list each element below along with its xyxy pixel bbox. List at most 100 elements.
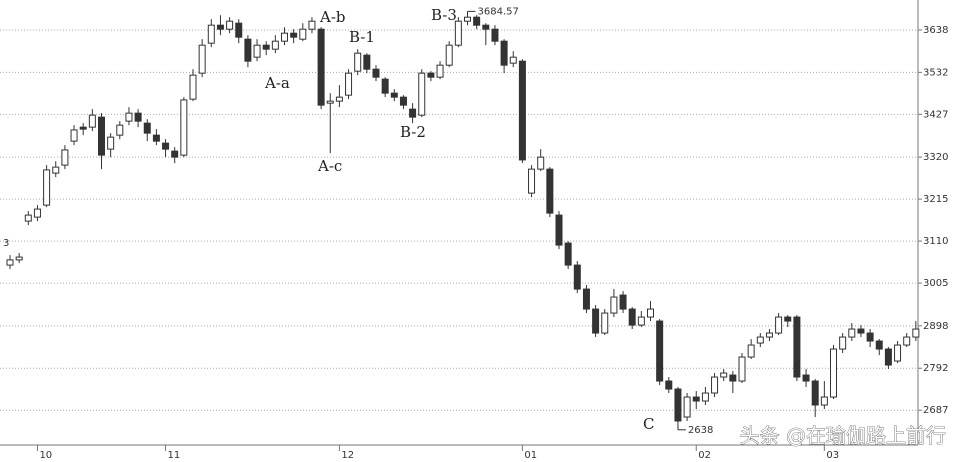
candle-body	[619, 294, 627, 310]
annotation: A-b	[319, 8, 346, 26]
x-tick-label: 10	[39, 450, 52, 461]
candle-body	[509, 56, 517, 64]
candle-body	[601, 312, 609, 334]
annotation: A-a	[264, 74, 290, 92]
candle-body	[765, 332, 773, 338]
candle-body	[839, 336, 847, 350]
candle-body	[491, 28, 499, 42]
x-tick-label: 12	[341, 450, 354, 461]
candle-body	[326, 100, 334, 104]
candle-body	[564, 242, 572, 266]
candle-body	[107, 136, 115, 150]
candle-body	[665, 380, 673, 390]
candle-body	[180, 99, 188, 156]
y-tick-label: 3005	[923, 278, 948, 289]
candle-body	[372, 68, 380, 78]
high-label: 3684.57	[478, 6, 519, 17]
candle-body	[692, 396, 700, 402]
candle-body	[79, 126, 87, 130]
candle-body	[701, 392, 709, 402]
candle-body	[738, 356, 746, 382]
candle-body	[88, 114, 96, 128]
candle-body	[33, 208, 41, 218]
candle-body	[802, 374, 810, 382]
y-tick-label: 2898	[923, 321, 948, 332]
y-tick-label: 3320	[923, 152, 948, 163]
candle-body	[6, 259, 14, 266]
candle-body	[15, 256, 23, 261]
candle-body	[537, 156, 545, 170]
candle-body	[857, 328, 865, 334]
annotation: B-1	[349, 28, 375, 46]
candle-body	[317, 28, 325, 106]
candle-body	[409, 108, 417, 118]
x-tick-label: 02	[698, 450, 711, 461]
candle-body	[784, 316, 792, 322]
candle-body	[427, 72, 435, 78]
candle-body	[866, 332, 874, 342]
candle-body	[198, 44, 206, 74]
candle-body	[290, 32, 298, 38]
candle-body	[811, 380, 819, 406]
candle-body	[894, 344, 902, 362]
candle-body	[98, 116, 105, 156]
candle-body	[299, 28, 307, 40]
candle-body	[884, 348, 892, 366]
y-tick-label: 2687	[923, 405, 948, 416]
candle-body	[436, 64, 444, 78]
candle-body	[500, 40, 508, 66]
candle-body	[528, 168, 536, 194]
candle-body	[354, 52, 362, 72]
candle-body	[216, 24, 224, 30]
candle-body	[399, 96, 407, 106]
y-tick-label: 3427	[923, 109, 948, 120]
candle-body	[70, 129, 78, 142]
candle-body	[445, 44, 453, 66]
candle-body	[226, 20, 234, 30]
candle-body	[125, 112, 133, 122]
candle-body	[43, 169, 51, 206]
candle-body	[592, 308, 600, 334]
candle-body	[61, 149, 69, 166]
x-tick-label: 01	[524, 450, 537, 461]
candle-body	[637, 316, 645, 326]
candle-body	[116, 124, 124, 136]
candle-body	[674, 388, 682, 422]
candle-body	[271, 40, 279, 50]
annotation: C	[643, 415, 654, 433]
candle-body	[546, 168, 554, 214]
candle-body	[830, 348, 837, 398]
candle-body	[656, 320, 664, 382]
candle-body	[756, 336, 764, 344]
candle-body	[52, 166, 60, 174]
candle-body	[729, 374, 737, 382]
candle-body	[454, 20, 462, 46]
candle-body	[143, 122, 151, 134]
candle-body	[345, 72, 353, 96]
x-tick-label: 03	[826, 450, 839, 461]
candle-body	[381, 78, 389, 94]
candle-body	[335, 96, 343, 102]
annotation: B-2	[400, 123, 426, 141]
candle-body	[720, 372, 728, 378]
annotation: B-3	[431, 6, 457, 24]
y-tick-label: 3532	[923, 67, 948, 78]
candle-body	[281, 32, 288, 42]
candle-body	[582, 288, 590, 310]
candle-body	[152, 134, 160, 142]
left-label: 3	[3, 238, 9, 249]
candle-body	[775, 316, 783, 334]
candle-body	[903, 336, 911, 346]
candle-body	[363, 54, 371, 70]
y-tick-label: 3215	[923, 194, 948, 205]
annotation: A-c	[317, 157, 342, 175]
candle-body	[647, 308, 654, 318]
candle-body	[711, 376, 719, 394]
y-tick-label: 2792	[923, 363, 948, 374]
candle-body	[464, 16, 471, 22]
y-tick-label: 3110	[923, 236, 948, 247]
candle-body	[555, 214, 563, 246]
candle-body	[171, 150, 179, 158]
candle-body	[134, 112, 142, 122]
